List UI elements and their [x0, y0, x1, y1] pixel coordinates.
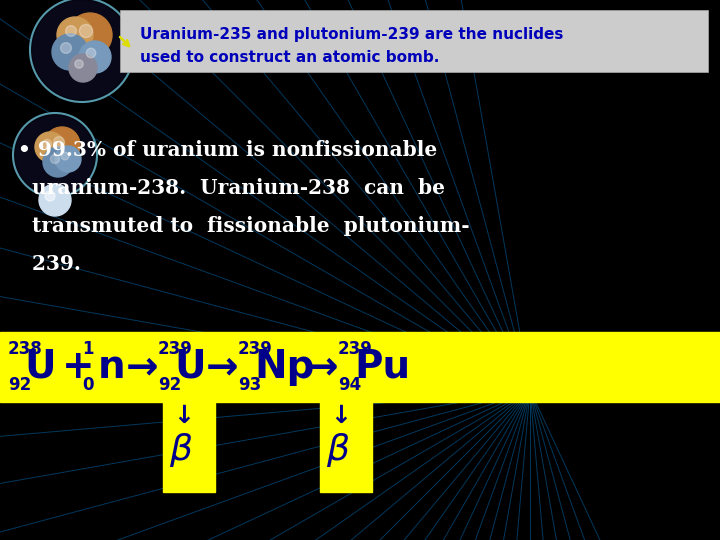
- Circle shape: [57, 17, 93, 53]
- Text: 93: 93: [238, 376, 261, 394]
- Text: →: →: [206, 348, 238, 386]
- Text: Pu: Pu: [354, 348, 410, 386]
- Circle shape: [55, 146, 81, 172]
- Text: used to construct an atomic bomb.: used to construct an atomic bomb.: [140, 50, 439, 64]
- Text: 0: 0: [82, 376, 94, 394]
- Circle shape: [50, 154, 60, 164]
- Text: U: U: [24, 348, 55, 386]
- Circle shape: [13, 113, 97, 197]
- Circle shape: [42, 139, 52, 148]
- FancyBboxPatch shape: [163, 402, 215, 492]
- Circle shape: [43, 147, 73, 177]
- Text: Uranium-235 and plutonium-239 are the nuclides: Uranium-235 and plutonium-239 are the nu…: [140, 28, 563, 43]
- Circle shape: [60, 43, 71, 53]
- Text: ↓: ↓: [173, 404, 194, 428]
- Text: +: +: [62, 348, 94, 386]
- Circle shape: [45, 191, 55, 201]
- Text: 92: 92: [158, 376, 181, 394]
- Circle shape: [53, 137, 64, 147]
- Text: • 99.3% of uranium is nonfissionable: • 99.3% of uranium is nonfissionable: [18, 140, 437, 160]
- Text: 238: 238: [8, 340, 42, 358]
- Circle shape: [16, 116, 94, 194]
- Text: 239: 239: [238, 340, 273, 358]
- Text: U: U: [174, 348, 206, 386]
- Circle shape: [79, 41, 111, 73]
- Text: →: →: [306, 348, 338, 386]
- Circle shape: [79, 24, 93, 38]
- Circle shape: [61, 152, 69, 160]
- Circle shape: [52, 34, 88, 70]
- Circle shape: [35, 132, 65, 162]
- Circle shape: [33, 1, 131, 99]
- Circle shape: [68, 13, 112, 57]
- Text: ↓: ↓: [330, 404, 351, 428]
- Text: →: →: [126, 348, 158, 386]
- Text: n: n: [98, 348, 125, 386]
- Text: 92: 92: [8, 376, 31, 394]
- Circle shape: [44, 127, 80, 163]
- Circle shape: [30, 0, 134, 102]
- FancyBboxPatch shape: [320, 402, 372, 492]
- Text: $\beta$: $\beta$: [169, 431, 193, 469]
- Text: 239: 239: [158, 340, 193, 358]
- Text: 1: 1: [82, 340, 94, 358]
- Circle shape: [69, 54, 97, 82]
- FancyBboxPatch shape: [120, 10, 708, 72]
- Circle shape: [66, 25, 76, 36]
- Text: 94: 94: [338, 376, 361, 394]
- Circle shape: [86, 48, 96, 58]
- Text: Np: Np: [254, 348, 315, 386]
- Circle shape: [75, 60, 84, 68]
- Text: transmuted to  fissionable  plutonium-: transmuted to fissionable plutonium-: [18, 216, 469, 236]
- Circle shape: [39, 184, 71, 216]
- Text: 239.: 239.: [18, 254, 81, 274]
- Text: $\beta$: $\beta$: [326, 431, 350, 469]
- FancyBboxPatch shape: [0, 332, 720, 402]
- Text: 239: 239: [338, 340, 373, 358]
- Text: uranium-238.  Uranium-238  can  be: uranium-238. Uranium-238 can be: [18, 178, 445, 198]
